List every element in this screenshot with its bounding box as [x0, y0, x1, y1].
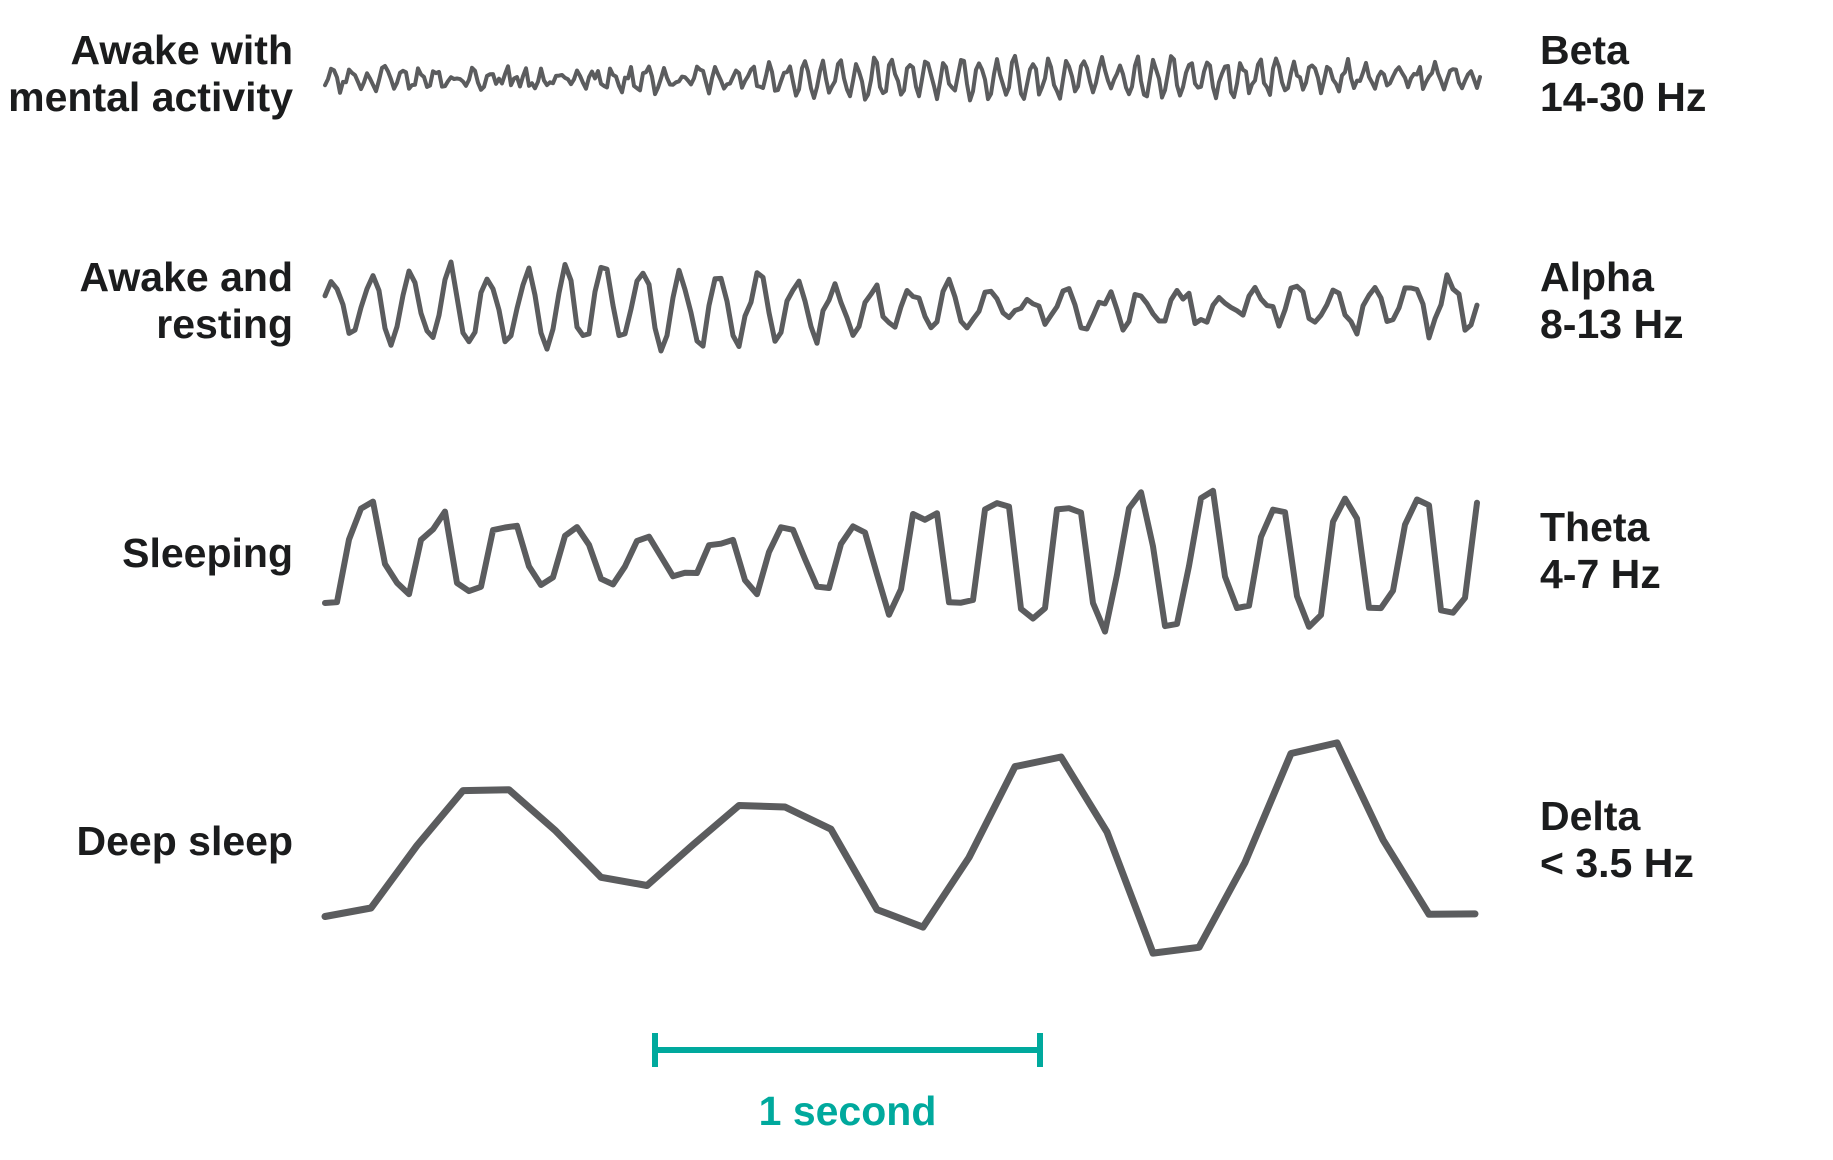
scalebar-label: 1 second: [655, 1088, 1040, 1135]
scalebar: 1 second: [0, 0, 1833, 1160]
scalebar-group: [655, 1033, 1040, 1067]
scalebar-svg: [0, 0, 1833, 1160]
